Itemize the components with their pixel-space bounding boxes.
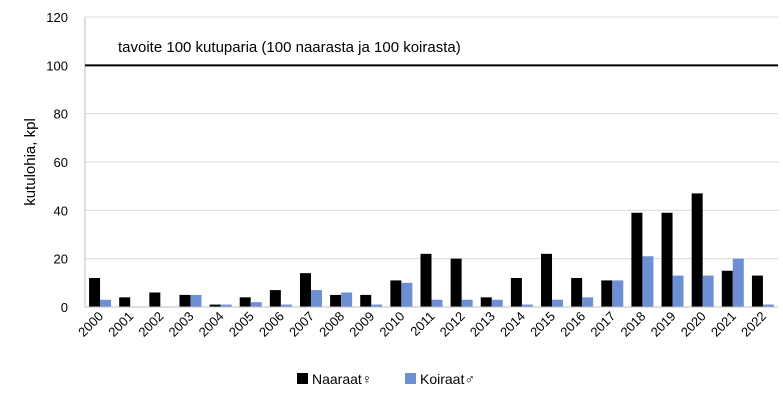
bar-koiraat-2008: [341, 292, 353, 307]
legend-label-naaraat: Naaraat♀: [312, 371, 372, 387]
legend-label-koiraat: Koiraat♂: [420, 371, 475, 387]
bar-naaraat-2004: [209, 304, 221, 307]
bar-naaraat-2018: [631, 212, 643, 307]
bar-naaraat-2015: [541, 253, 553, 307]
y-tick-label: 40: [54, 203, 68, 218]
x-tick-label: 2005: [226, 309, 257, 340]
y-axis-title: kutulohia, kpl: [22, 118, 39, 206]
bar-naaraat-2006: [269, 290, 281, 307]
bar-naaraat-2010: [390, 280, 402, 307]
bar-naaraat-2016: [571, 278, 583, 307]
x-tick-label: 2018: [617, 309, 648, 340]
bar-koiraat-2017: [612, 280, 624, 307]
x-tick-label: 2013: [467, 309, 498, 340]
x-tick-label: 2003: [166, 309, 197, 340]
bar-naaraat-2007: [299, 273, 311, 307]
x-tick-label: 2016: [557, 309, 588, 340]
y-tick-label: 0: [61, 300, 68, 315]
y-tick-label: 20: [54, 252, 68, 267]
bar-koiraat-2007: [310, 290, 322, 307]
x-tick-label: 2006: [256, 309, 287, 340]
bar-naaraat-2009: [360, 294, 372, 307]
y-tick-label: 80: [54, 107, 68, 122]
y-tick-label: 120: [46, 10, 68, 25]
bar-koiraat-2013: [491, 299, 503, 307]
bar-koiraat-2021: [732, 258, 744, 307]
bar-naaraat-2002: [149, 292, 161, 307]
bar-naaraat-2012: [450, 258, 462, 307]
y-tick-label: 60: [54, 155, 68, 170]
x-tick-label: 2014: [497, 309, 528, 340]
legend-swatch-koiraat: [405, 373, 416, 384]
bar-koiraat-2009: [371, 304, 383, 307]
x-tick-label: 2004: [196, 309, 227, 340]
bar-koiraat-2003: [190, 294, 202, 307]
bar-naaraat-2022: [751, 275, 763, 307]
bar-naaraat-2021: [721, 270, 733, 307]
bar-naaraat-2019: [661, 212, 673, 307]
bars-group: [89, 193, 774, 307]
bar-koiraat-2006: [280, 304, 292, 307]
bar-koiraat-2018: [642, 256, 654, 307]
legend: Naaraat♀ Koiraat♂: [297, 371, 475, 387]
bar-koiraat-2015: [552, 299, 564, 307]
bar-naaraat-2001: [119, 297, 131, 307]
bar-koiraat-2019: [672, 275, 684, 307]
bar-naaraat-2014: [510, 278, 522, 307]
bar-koiraat-2005: [250, 302, 262, 307]
legend-swatch-naaraat: [297, 373, 308, 384]
y-tick-label: 100: [46, 58, 68, 73]
x-tick-label: 2008: [316, 309, 347, 340]
bar-naaraat-2013: [480, 297, 492, 307]
target-annotation: tavoite 100 kutuparia (100 naarasta ja 1…: [118, 39, 461, 56]
bar-koiraat-2014: [521, 304, 533, 307]
x-tick-label: 2019: [648, 309, 679, 340]
x-tick-label: 2012: [437, 309, 468, 340]
x-tick-label: 2021: [708, 309, 739, 340]
x-tick-labels: 2000 2001 2002 2003 2004 2005 2006 2007 2008 2009…: [75, 309, 769, 340]
bar-naaraat-2005: [239, 297, 251, 307]
bar-naaraat-2011: [420, 253, 432, 307]
bar-koiraat-2016: [582, 297, 594, 307]
x-tick-label: 2020: [678, 309, 709, 340]
x-tick-label: 2002: [135, 309, 166, 340]
x-tick-label: 2000: [75, 309, 106, 340]
bar-koiraat-2010: [401, 282, 413, 307]
bar-koiraat-2000: [100, 299, 112, 307]
bar-koiraat-2012: [461, 299, 473, 307]
x-tick-label: 2009: [346, 309, 377, 340]
x-tick-label: 2017: [587, 309, 618, 340]
x-tick-label: 2022: [738, 309, 769, 340]
x-tick-label: 2015: [527, 309, 558, 340]
bar-naaraat-2020: [691, 193, 703, 307]
x-tick-label: 2001: [105, 309, 136, 340]
bar-naaraat-2000: [89, 278, 101, 307]
bar-koiraat-2004: [220, 304, 232, 307]
bar-koiraat-2011: [431, 299, 443, 307]
bar-naaraat-2017: [601, 280, 613, 307]
bar-koiraat-2020: [702, 275, 714, 307]
x-tick-label: 2011: [407, 309, 437, 339]
y-tick-labels: 0 20 40 60 80 100 120: [46, 10, 68, 315]
x-tick-label: 2007: [286, 309, 317, 340]
bar-koiraat-2022: [762, 304, 774, 307]
bar-naaraat-2003: [179, 294, 191, 307]
bar-naaraat-2008: [330, 294, 342, 307]
x-tick-label: 2010: [376, 309, 407, 340]
